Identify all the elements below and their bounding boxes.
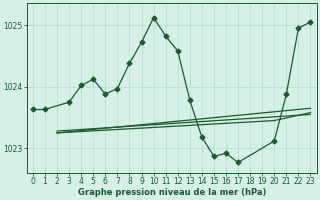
X-axis label: Graphe pression niveau de la mer (hPa): Graphe pression niveau de la mer (hPa) — [77, 188, 266, 197]
